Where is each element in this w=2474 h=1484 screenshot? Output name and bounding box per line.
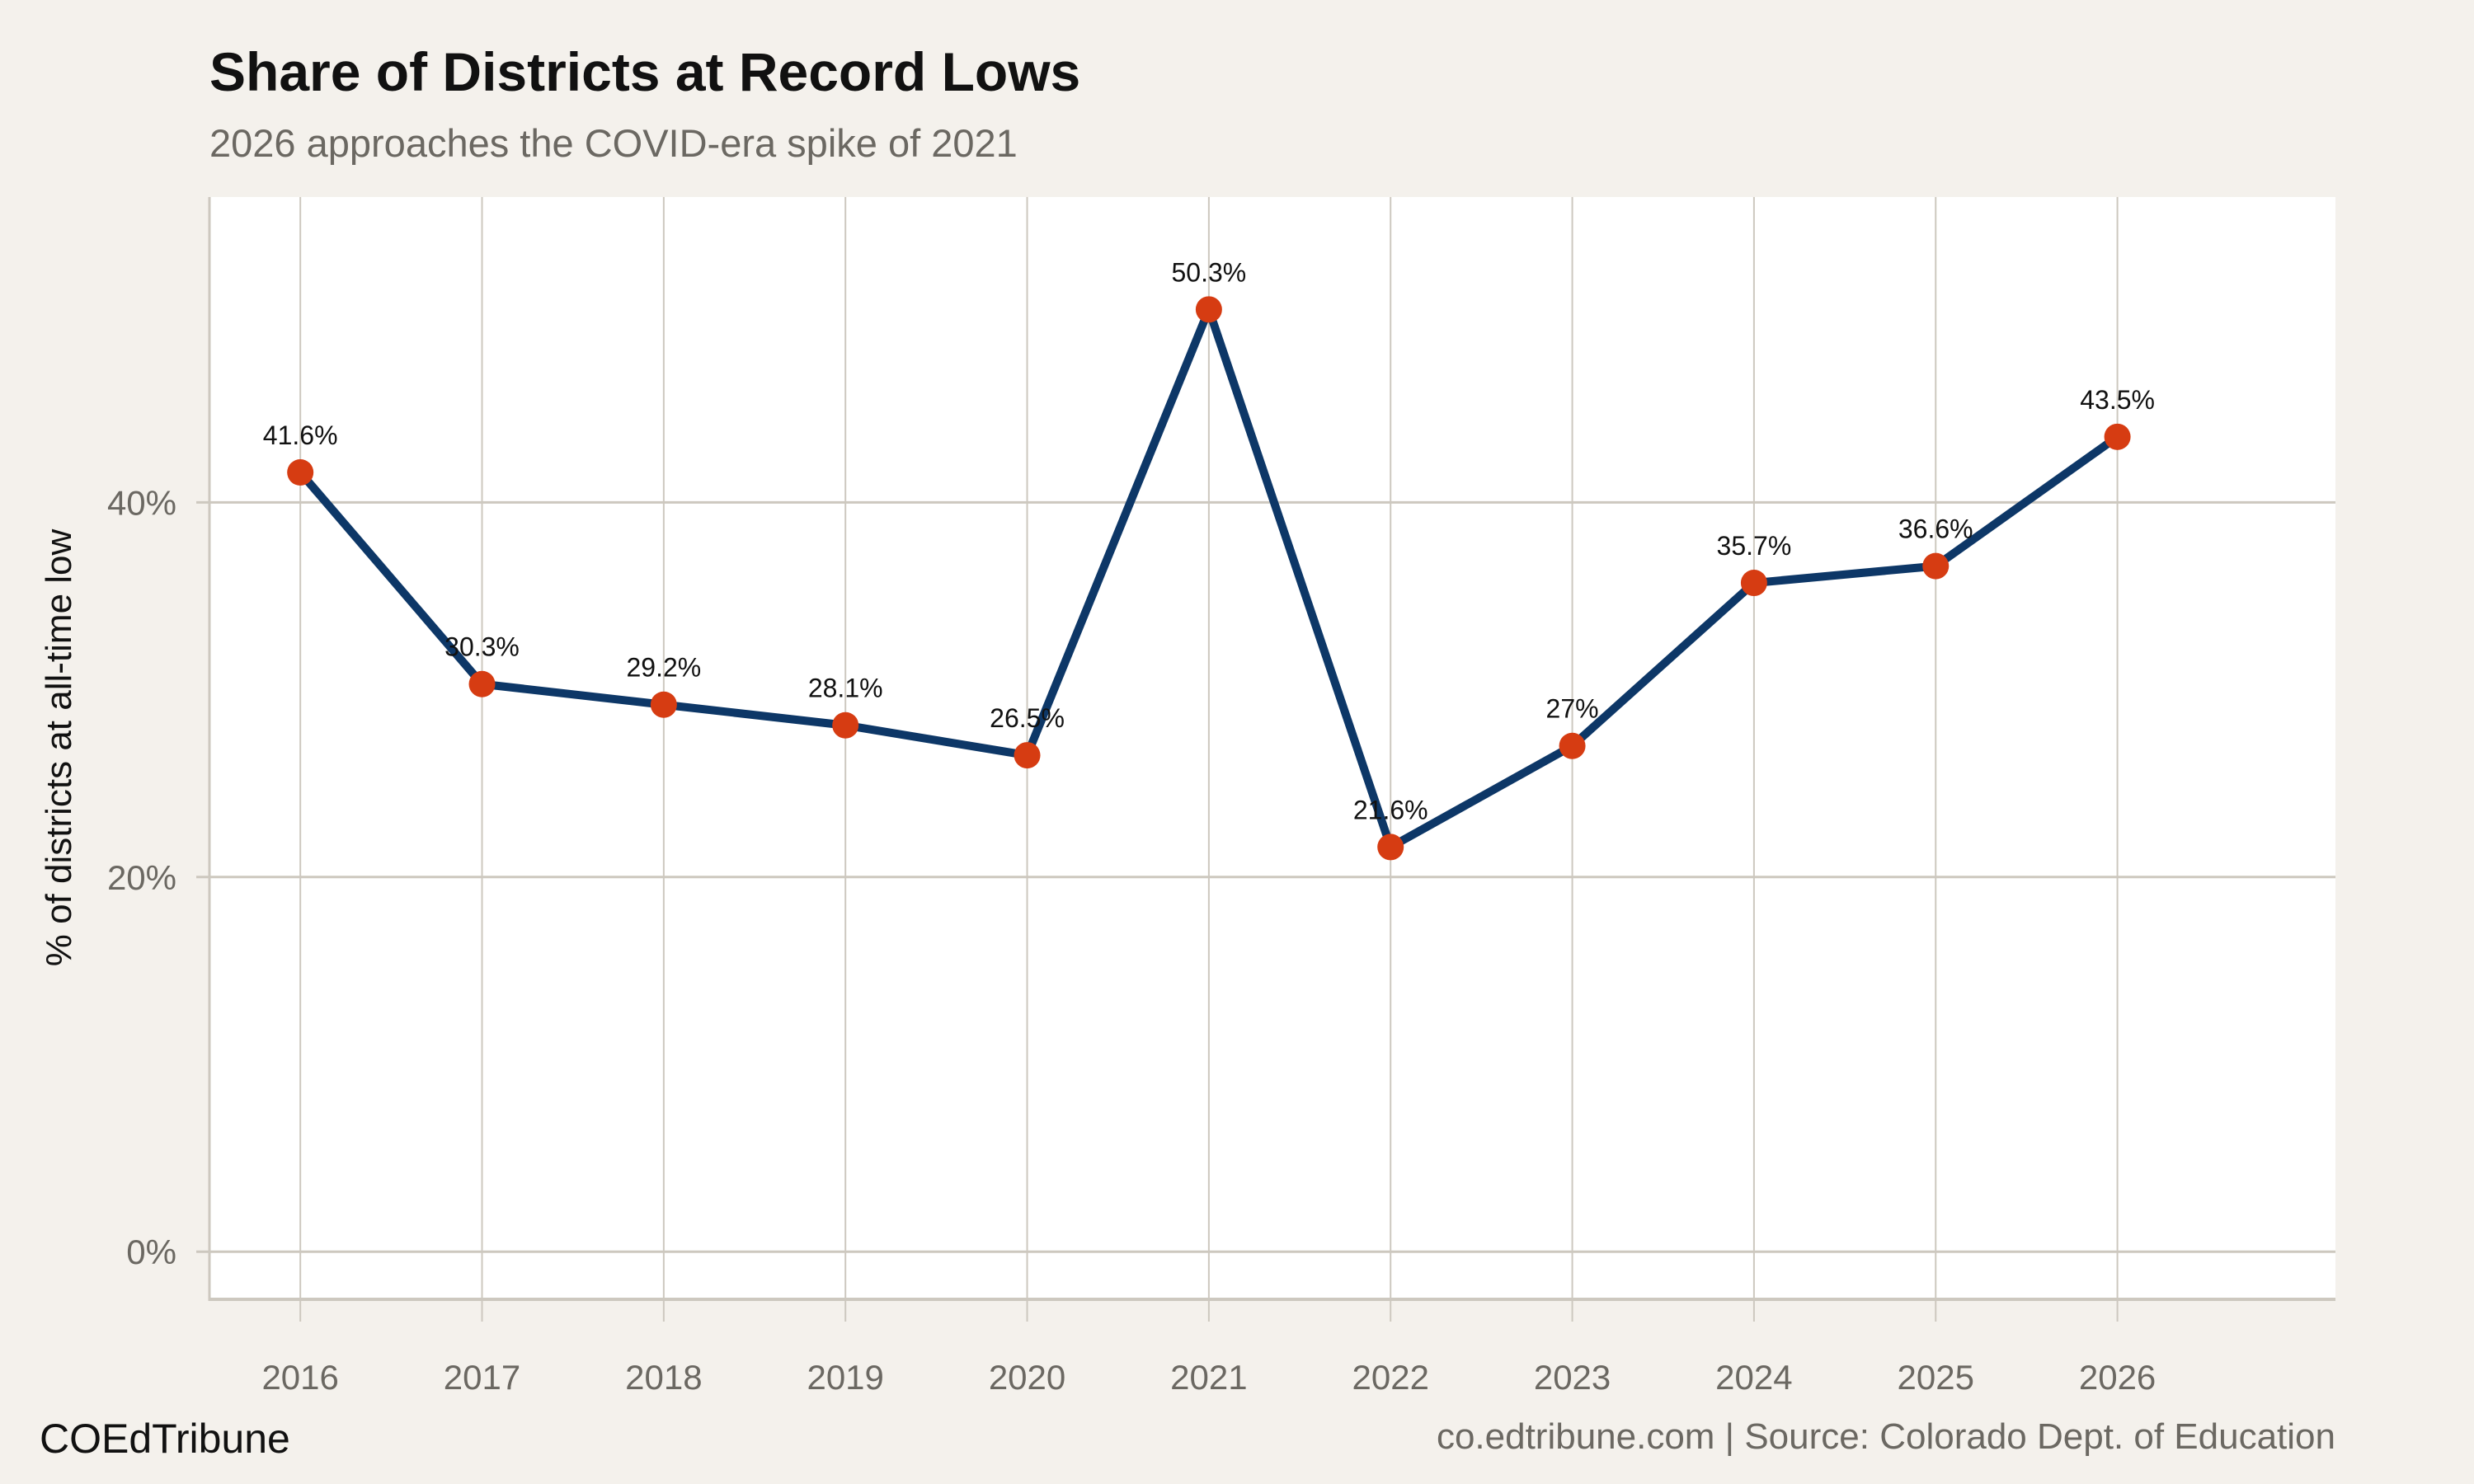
y-tick-label: 20% [107,858,176,897]
gridlines [196,197,2335,1322]
x-tick-label: 2016 [261,1358,338,1397]
x-tick-label: 2023 [1534,1358,1611,1397]
data-point [2104,423,2131,450]
plot-panel [209,197,2335,1298]
chart-title: Share of Districts at Record Lows [209,41,1080,102]
y-tick-label: 0% [126,1233,176,1271]
source-credit: co.edtribune.com | Source: Colorado Dept… [1437,1416,2335,1457]
chart-subtitle: 2026 approaches the COVID-era spike of 2… [209,121,1018,165]
x-tick-label: 2026 [2079,1358,2156,1397]
x-axis-ticks: 2016 2017 2018 2019 2020 2021 2022 2023 2024 2025… [261,1358,2156,1397]
data-point [650,691,677,718]
data-point [1922,552,1950,580]
x-tick-label: 2019 [807,1358,883,1397]
x-tick-label: 2018 [625,1358,702,1397]
data-label: 21.6% [1353,795,1428,824]
data-label: 30.3% [444,632,520,662]
data-label: 29.2% [626,653,701,683]
x-tick-label: 2025 [1898,1358,1974,1397]
data-label: 36.6% [1898,514,1973,544]
x-tick-label: 2021 [1170,1358,1247,1397]
data-point [1740,570,1767,597]
data-point [1559,732,1586,759]
data-point [1377,834,1404,861]
x-tick-label: 2017 [444,1358,520,1397]
y-axis-ticks: 0% 20% 40% [107,483,176,1271]
data-point [1014,742,1041,769]
data-label: 26.5% [990,703,1065,733]
series-line-group: 41.6% 30.3% 29.2% 28.1% 26.5% 50.3% 21.6% 27% 35… [263,257,2155,861]
y-tick-label: 40% [107,483,176,522]
data-point [287,459,314,486]
data-label: 50.3% [1172,257,1247,287]
data-point [832,711,859,739]
x-tick-label: 2024 [1715,1358,1792,1397]
data-label: 43.5% [2080,385,2155,415]
data-label: 27% [1546,694,1599,724]
brand-label: COEdTribune [40,1416,290,1462]
x-tick-label: 2020 [989,1358,1065,1397]
data-label: 28.1% [808,674,883,703]
x-tick-label: 2022 [1352,1358,1429,1397]
data-point [1195,296,1222,323]
data-label: 41.6% [263,420,338,450]
y-axis-label: % of districts at all-time low [39,528,79,966]
data-point [468,670,496,697]
data-label: 35.7% [1717,531,1792,561]
